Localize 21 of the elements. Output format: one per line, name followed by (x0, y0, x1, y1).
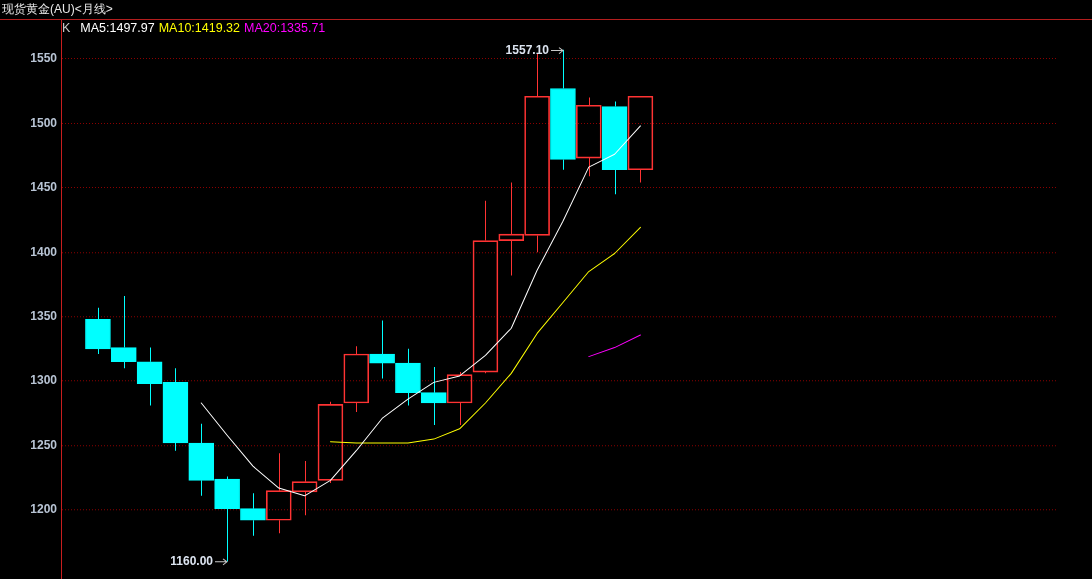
y-tick-label: 1450 (30, 179, 58, 194)
candlestick (550, 49, 576, 171)
candlestick (601, 100, 628, 195)
text: MA10:1419.32 (158, 21, 241, 35)
text: MA5:1497.97 (80, 21, 155, 35)
annotation: 1160.00 (170, 553, 214, 568)
legend-title: K (62, 21, 71, 35)
candlestick (395, 348, 421, 406)
text: MA20:1335.71 (244, 21, 326, 35)
y-tick-label: 1200 (30, 502, 58, 517)
candlestick (240, 492, 266, 537)
candlestick (420, 366, 447, 426)
y-tick-label: 1550 (30, 50, 58, 65)
y-tick-label: 1400 (30, 244, 58, 259)
y-tick-label: 1350 (30, 308, 58, 323)
y-tick-label: 1300 (30, 373, 58, 388)
annotation: 1557.10 (505, 42, 550, 57)
candlestick (369, 319, 395, 379)
chart-title: 现货黄金(AU)<月线> (0, 0, 1092, 20)
y-tick-label: 1250 (30, 437, 58, 452)
y-tick-label: 1500 (30, 115, 58, 130)
